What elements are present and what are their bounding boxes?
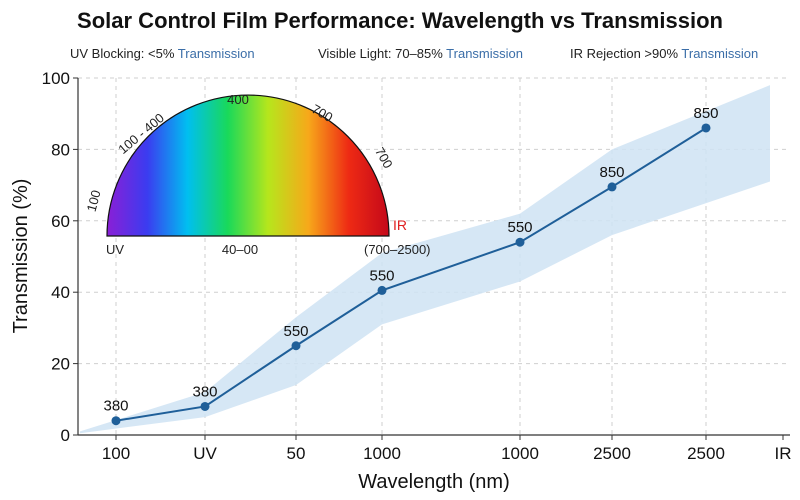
y-tick-label: 0: [61, 426, 70, 445]
annotation-visible: Visible Light: 70–85% Transmission: [318, 46, 523, 61]
x-axis-label: Wavelength (nm): [358, 471, 510, 493]
svg-text:Visible Light: 70–85% Transmis: Visible Light: 70–85% Transmission: [318, 46, 523, 61]
spectrum-label-100: 100: [84, 188, 104, 213]
y-axis-label: Transmission (%): [10, 179, 32, 334]
x-axis-ticks: 100 UV 50 1000 1000 2500 2500 IR: [102, 435, 792, 463]
x-tick-label: 50: [287, 444, 306, 463]
x-tick-label: 2500: [687, 444, 725, 463]
y-axis-ticks: 0 20 40 60 80 100: [42, 69, 78, 445]
data-label: 380: [103, 398, 128, 415]
annotation-uv-suffix: Transmission: [174, 46, 254, 61]
annotation-ir: IR Rejection >90% Transmission: [570, 46, 758, 61]
data-label: 550: [369, 267, 394, 284]
x-tick-label: IR: [775, 444, 792, 463]
x-tick-label: UV: [193, 444, 217, 463]
annotation-uv-prefix: UV Blocking: <5%: [70, 46, 175, 61]
spectrum-label-visible: 40–00: [222, 242, 258, 257]
spectrum-label-ir: IR: [393, 217, 407, 233]
data-point: [701, 123, 711, 133]
data-point: [515, 237, 525, 247]
data-label: 550: [283, 323, 308, 340]
spectrum-label-400: 400: [227, 92, 249, 107]
annotation-ir-prefix: IR Rejection >90%: [570, 46, 678, 61]
y-tick-label: 80: [51, 140, 70, 159]
data-point: [111, 416, 121, 426]
y-tick-label: 40: [51, 283, 70, 302]
data-point: [291, 341, 301, 351]
chart-title: Solar Control Film Performance: Waveleng…: [77, 8, 723, 33]
spectrum-label-ir-range: (700–2500): [364, 242, 431, 257]
data-point: [607, 182, 617, 192]
x-tick-label: 1000: [363, 444, 401, 463]
x-tick-label: 100: [102, 444, 130, 463]
transmission-range-band: [80, 85, 770, 434]
data-labels: 380 380 550 550 550 850 850: [103, 105, 718, 415]
annotation-uv: UV Blocking: <5% Transmission: [70, 46, 255, 61]
x-tick-label: 2500: [593, 444, 631, 463]
spectrum-label-uv: UV: [106, 242, 124, 257]
annotation-visible-suffix: Transmission: [443, 46, 523, 61]
data-points: [111, 123, 711, 426]
annotation-ir-suffix: Transmission: [678, 46, 758, 61]
data-label: 850: [693, 105, 718, 122]
x-tick-label: 1000: [501, 444, 539, 463]
svg-text:IR Rejection >90% Transmission: IR Rejection >90% Transmission: [570, 46, 758, 61]
spectrum-semicircle: [106, 94, 390, 237]
data-label: 550: [507, 219, 532, 236]
data-point: [200, 401, 210, 411]
spectrum-inset: 100 - 400 400 700 700 100 UV 40–00 (700–…: [84, 92, 431, 257]
y-tick-label: 60: [51, 212, 70, 231]
svg-text:UV Blocking: <5% Transmission: UV Blocking: <5% Transmission: [70, 46, 255, 61]
data-point: [377, 285, 387, 295]
y-tick-label: 20: [51, 355, 70, 374]
y-tick-label: 100: [42, 69, 70, 88]
data-label: 380: [192, 383, 217, 400]
data-label: 850: [599, 164, 624, 181]
annotation-visible-prefix: Visible Light: 70–85%: [318, 46, 443, 61]
spectrum-label-700-right: 700: [372, 145, 396, 171]
